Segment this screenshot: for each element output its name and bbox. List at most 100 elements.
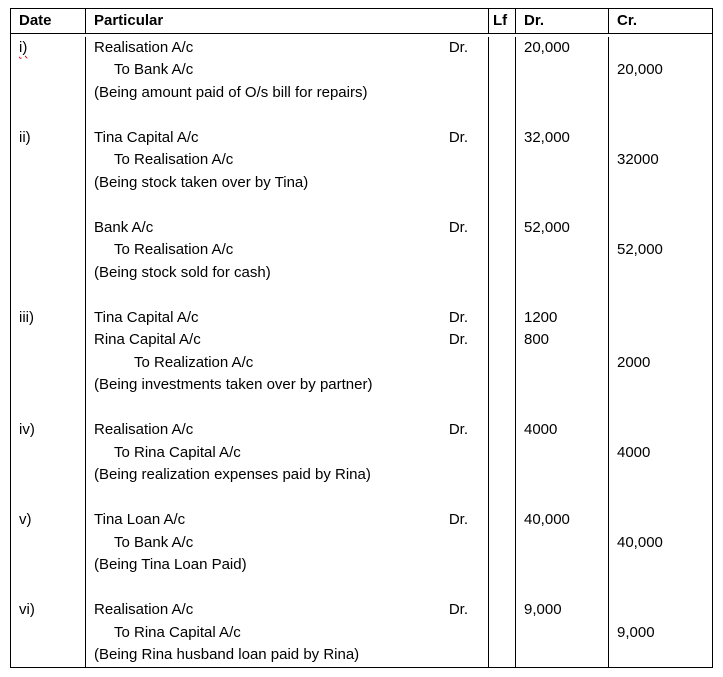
particular-cell bbox=[86, 396, 489, 419]
cr-amount-cell bbox=[609, 374, 712, 397]
particular-text: To Rina Capital A/c bbox=[114, 623, 241, 641]
particular-cell: (Being realization expenses paid by Rina… bbox=[86, 464, 489, 487]
date-label: v) bbox=[19, 511, 32, 528]
particular-text: (Being stock taken over by Tina) bbox=[94, 173, 309, 191]
lf-cell bbox=[489, 149, 516, 172]
particular-text: (Being investments taken over by partner… bbox=[94, 376, 373, 393]
date-cell bbox=[11, 396, 86, 419]
journal-line-row: iv) Realisation A/c Dr. 4000 bbox=[11, 419, 712, 442]
cr-amount-cell: 20,000 bbox=[617, 61, 663, 78]
date-cell: ii) bbox=[11, 126, 86, 149]
date-cell bbox=[11, 554, 86, 577]
date-cell bbox=[11, 104, 86, 127]
lf-cell bbox=[489, 329, 516, 352]
journal-line-row: Rina Capital A/c Dr. 800 bbox=[11, 329, 712, 352]
dr-amount-cell bbox=[516, 171, 609, 194]
lf-cell bbox=[489, 486, 516, 509]
cr-amount-cell bbox=[609, 194, 712, 217]
date-cell bbox=[11, 216, 86, 239]
particular-cell: Tina Loan A/c Dr. bbox=[86, 509, 489, 532]
cr-amount-cell: 40,000 bbox=[617, 533, 663, 551]
table-body: i) Realisation A/c Dr. 20,000 To Bank A/… bbox=[11, 34, 712, 667]
lf-cell bbox=[489, 216, 516, 239]
journal-line-row: i) Realisation A/c Dr. 20,000 bbox=[11, 36, 712, 59]
date-cell bbox=[11, 531, 86, 554]
lf-cell bbox=[489, 599, 516, 622]
cr-amount-cell bbox=[609, 599, 712, 622]
header-date: Date bbox=[11, 9, 86, 33]
header-particular: Particular bbox=[86, 9, 489, 33]
particular-text: (Being Tina Loan Paid) bbox=[94, 556, 247, 573]
date-cell bbox=[11, 644, 86, 667]
particular-text: To Bank A/c bbox=[114, 61, 194, 78]
date-cell bbox=[11, 329, 86, 352]
dr-amount-cell bbox=[516, 621, 609, 644]
journal-line-row: To Rina Capital A/c 9,000 bbox=[11, 621, 712, 644]
header-lf: Lf bbox=[489, 9, 516, 33]
particular-cell: To Bank A/c bbox=[86, 531, 489, 554]
cr-amount-cell: 4000 bbox=[617, 443, 651, 461]
dr-amount-cell bbox=[516, 194, 609, 217]
journal-line-row: (Being Tina Loan Paid) bbox=[11, 554, 712, 577]
particular-cell: (Being amount paid of O/s bill for repai… bbox=[86, 81, 489, 104]
particular-text: Realisation A/c bbox=[94, 601, 194, 618]
dr-amount-cell: 52,000 bbox=[516, 216, 609, 239]
journal-line-row bbox=[11, 396, 712, 419]
particular-text: Realisation A/c bbox=[94, 421, 194, 438]
journal-line-row bbox=[11, 284, 712, 307]
lf-cell bbox=[489, 351, 516, 374]
date-cell: vi) bbox=[11, 599, 86, 622]
particular-text: To Bank A/c bbox=[114, 533, 194, 551]
lf-cell bbox=[489, 104, 516, 127]
journal-line-row: ii) Tina Capital A/c Dr. 32,000 bbox=[11, 126, 712, 149]
dr-marker-text: Dr. bbox=[448, 331, 468, 348]
cr-amount-cell bbox=[609, 307, 712, 330]
cr-amount-cell bbox=[609, 329, 712, 352]
dr-amount-cell: 1200 bbox=[516, 306, 609, 329]
particular-cell bbox=[86, 194, 489, 217]
journal-table: Date Particular Lf Dr. Cr. i) Realisatio… bbox=[10, 8, 713, 668]
lf-cell bbox=[489, 171, 516, 194]
particular-cell: Realisation A/c Dr. bbox=[86, 599, 489, 622]
cr-amount-cell bbox=[609, 172, 712, 195]
particular-cell: (Being Tina Loan Paid) bbox=[86, 554, 489, 577]
cr-amount-cell: 2000 bbox=[617, 353, 651, 371]
dr-amount-cell bbox=[516, 284, 609, 307]
particular-cell: To Realisation A/c bbox=[86, 239, 489, 262]
journal-line-row: To Realisation A/c 32000 bbox=[11, 149, 712, 172]
particular-text: Rina Capital A/c bbox=[94, 331, 201, 348]
journal-line-row: (Being Rina husband loan paid by Rina) bbox=[11, 644, 712, 667]
lf-cell bbox=[489, 284, 516, 307]
journal-line-row: (Being stock taken over by Tina) bbox=[11, 171, 712, 195]
journal-line-row: To Rina Capital A/c 4000 bbox=[11, 441, 712, 464]
dr-marker-text: Dr. bbox=[448, 308, 468, 326]
journal-line-row: (Being stock sold for cash) bbox=[11, 261, 712, 284]
journal-line-row: vi) Realisation A/c Dr. 9,000 bbox=[11, 599, 712, 622]
date-cell bbox=[11, 441, 86, 464]
dr-amount-cell bbox=[516, 81, 609, 104]
particular-cell: Realisation A/c Dr. bbox=[86, 36, 489, 59]
particular-cell bbox=[86, 104, 489, 127]
particular-text: To Rina Capital A/c bbox=[114, 443, 241, 461]
date-cell: iii) bbox=[11, 306, 86, 329]
date-cell: i) bbox=[11, 36, 86, 59]
cr-amount-cell bbox=[609, 82, 712, 105]
date-label: iv) bbox=[19, 421, 35, 438]
date-cell: v) bbox=[11, 509, 86, 532]
particular-cell bbox=[86, 284, 489, 307]
date-label: ii) bbox=[19, 128, 31, 146]
dr-marker-text: Dr. bbox=[448, 601, 468, 618]
cr-amount-cell bbox=[609, 217, 712, 240]
dr-amount-cell: 40,000 bbox=[516, 509, 609, 532]
journal-line-row: To Bank A/c 40,000 bbox=[11, 531, 712, 554]
particular-cell: To Rina Capital A/c bbox=[86, 441, 489, 464]
date-cell bbox=[11, 81, 86, 104]
cr-amount-cell bbox=[609, 509, 712, 532]
cr-amount-cell bbox=[609, 554, 712, 577]
lf-cell bbox=[489, 509, 516, 532]
dr-amount-cell bbox=[516, 351, 609, 374]
date-cell bbox=[11, 621, 86, 644]
lf-cell bbox=[489, 261, 516, 284]
dr-amount-cell: 9,000 bbox=[516, 599, 609, 622]
